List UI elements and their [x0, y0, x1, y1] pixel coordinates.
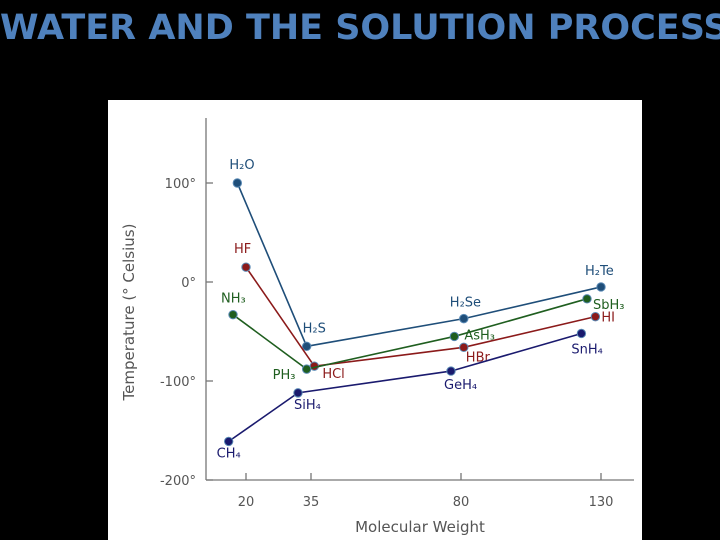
- point-label: HF: [234, 242, 251, 257]
- data-point: [449, 331, 460, 342]
- data-point: [446, 366, 456, 376]
- data-point: [241, 262, 251, 272]
- series-line: [228, 332, 582, 443]
- data-point: [596, 282, 606, 292]
- y-tick-label: -200°: [160, 474, 196, 489]
- series-line: [245, 266, 596, 368]
- point-label: H₂S: [303, 321, 326, 336]
- slide-title: WATER AND THE SOLUTION PROCESS: [0, 8, 720, 48]
- point-label: SnH₄: [571, 342, 602, 357]
- data-point: [301, 341, 312, 352]
- point-label: PH₃: [273, 368, 296, 383]
- data-point: [576, 328, 587, 339]
- data-point: [301, 364, 312, 374]
- point-label: H₂O: [229, 158, 254, 173]
- x-tick-label: 20: [238, 495, 255, 510]
- point-label: CH₄: [217, 446, 241, 461]
- y-tick-label: 0°: [181, 276, 196, 291]
- point-label: SiH₄: [294, 398, 321, 413]
- series-line: [236, 182, 602, 348]
- data-point: [232, 178, 243, 188]
- x-tick-label: 80: [453, 495, 470, 510]
- data-point: [459, 313, 469, 324]
- data-point: [228, 309, 238, 320]
- x-tick-label: 130: [589, 495, 614, 510]
- point-label: AsH₃: [464, 328, 495, 343]
- x-tick-label: 35: [303, 495, 320, 510]
- data-point: [293, 388, 303, 398]
- data-point: [582, 294, 592, 304]
- boiling-point-chart: 100° 0° -100° -200° 20 35 80 130 Molecular Weigh…: [120, 118, 634, 536]
- point-label: HI: [601, 311, 615, 326]
- data-point: [223, 436, 234, 447]
- point-label: H₂Se: [450, 296, 481, 311]
- point-label: SbH₃: [593, 298, 625, 313]
- data-point: [590, 311, 601, 322]
- y-axis-label: Temperature (° Celsius): [120, 224, 138, 402]
- point-label: HCl: [322, 367, 344, 382]
- series-line: [232, 298, 588, 370]
- point-label: H₂Te: [585, 264, 614, 279]
- chart-panel: 100° 0° -100° -200° 20 35 80 130 Molecular Weigh…: [108, 100, 642, 540]
- point-label: GeH₄: [444, 378, 477, 393]
- x-axis-label: Molecular Weight: [355, 518, 485, 536]
- y-tick-label: -100°: [160, 375, 196, 390]
- point-label: NH₃: [221, 292, 246, 307]
- y-tick-label: 100°: [165, 177, 196, 192]
- data-point: [459, 342, 469, 353]
